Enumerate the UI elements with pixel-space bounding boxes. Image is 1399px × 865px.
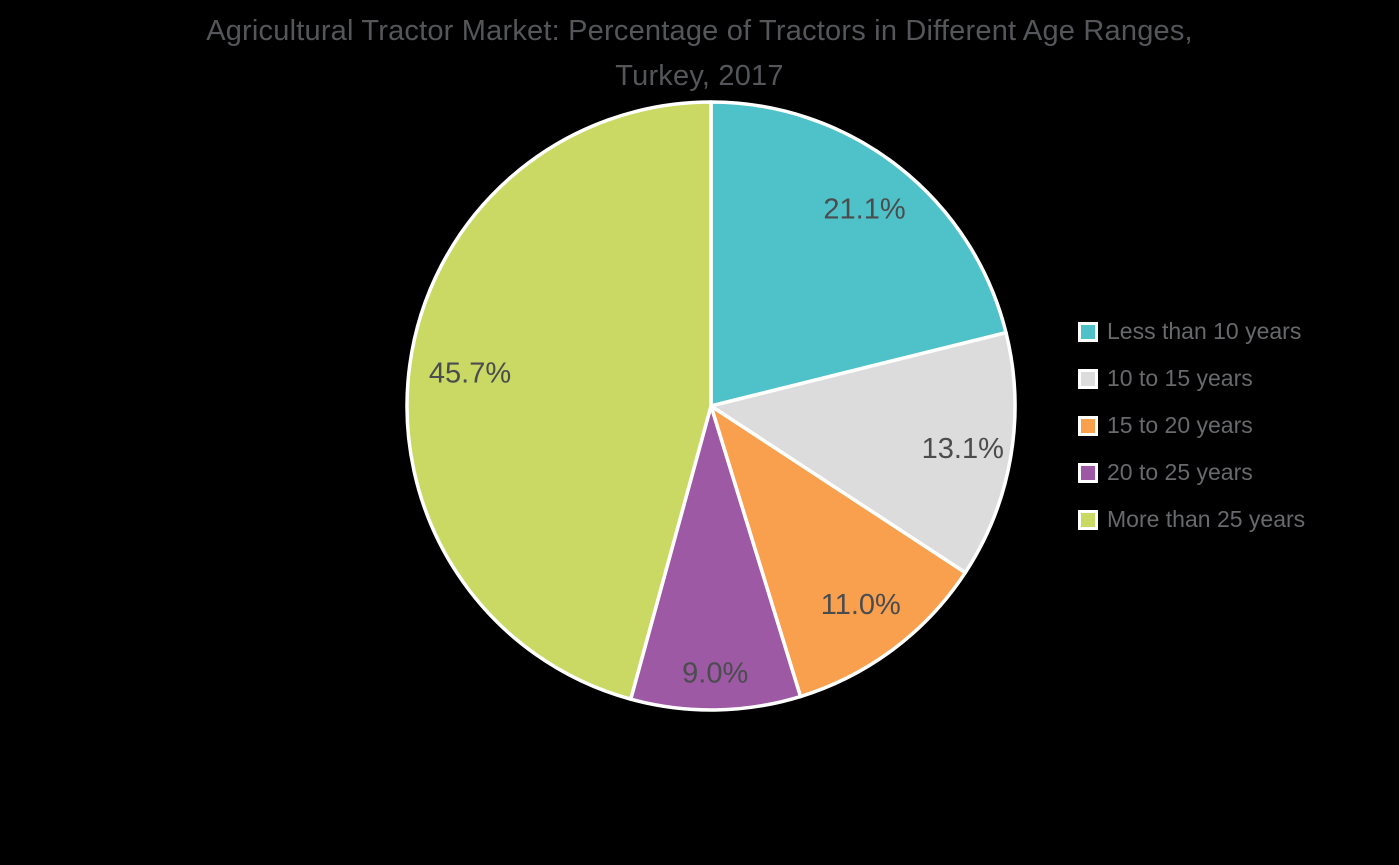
- pie-slice-value-label: 21.1%: [823, 194, 905, 226]
- legend-item-less-than-10-years: Less than 10 years: [1078, 318, 1305, 344]
- pie-slice-value-label: 11.0%: [821, 589, 901, 621]
- pie-slice: [709, 330, 1017, 575]
- pie-slice-value-label: 9.0%: [682, 658, 748, 690]
- pie-slice: [709, 100, 1008, 408]
- legend-swatch-icon: [1078, 321, 1098, 342]
- legend-label: 20 to 25 years: [1107, 459, 1253, 485]
- legend-item-10-to-15-years: 10 to 15 years: [1078, 365, 1305, 391]
- legend-item-more-than-25-years: More than 25 years: [1078, 506, 1306, 532]
- chart-title: Agricultural Tractor Market: Percentage …: [206, 15, 1193, 92]
- legend-label: More than 25 years: [1107, 506, 1306, 532]
- legend-swatch-icon: [1078, 415, 1098, 436]
- legend-label: Less than 10 years: [1107, 318, 1302, 344]
- legend-item-15-to-20-years: 15 to 20 years: [1078, 412, 1305, 438]
- pie-slice: [405, 100, 713, 701]
- pie-slice-value-label: 13.1%: [922, 433, 1004, 465]
- pie-slice: [628, 404, 803, 712]
- pie-slice-value-label: 45.7%: [429, 358, 511, 390]
- legend: Less than 10 years 10 to 15 years 15 to …: [1078, 318, 1306, 555]
- legend-swatch-icon: [1078, 462, 1098, 483]
- legend-item-20-to-25-years: 20 to 25 years: [1078, 459, 1305, 485]
- legend-swatch-icon: [1078, 509, 1098, 530]
- legend-swatch-icon: [1078, 368, 1098, 389]
- legend-label: 15 to 20 years: [1107, 412, 1253, 438]
- legend-label: 10 to 15 years: [1107, 365, 1253, 391]
- pie-slice: [709, 404, 967, 699]
